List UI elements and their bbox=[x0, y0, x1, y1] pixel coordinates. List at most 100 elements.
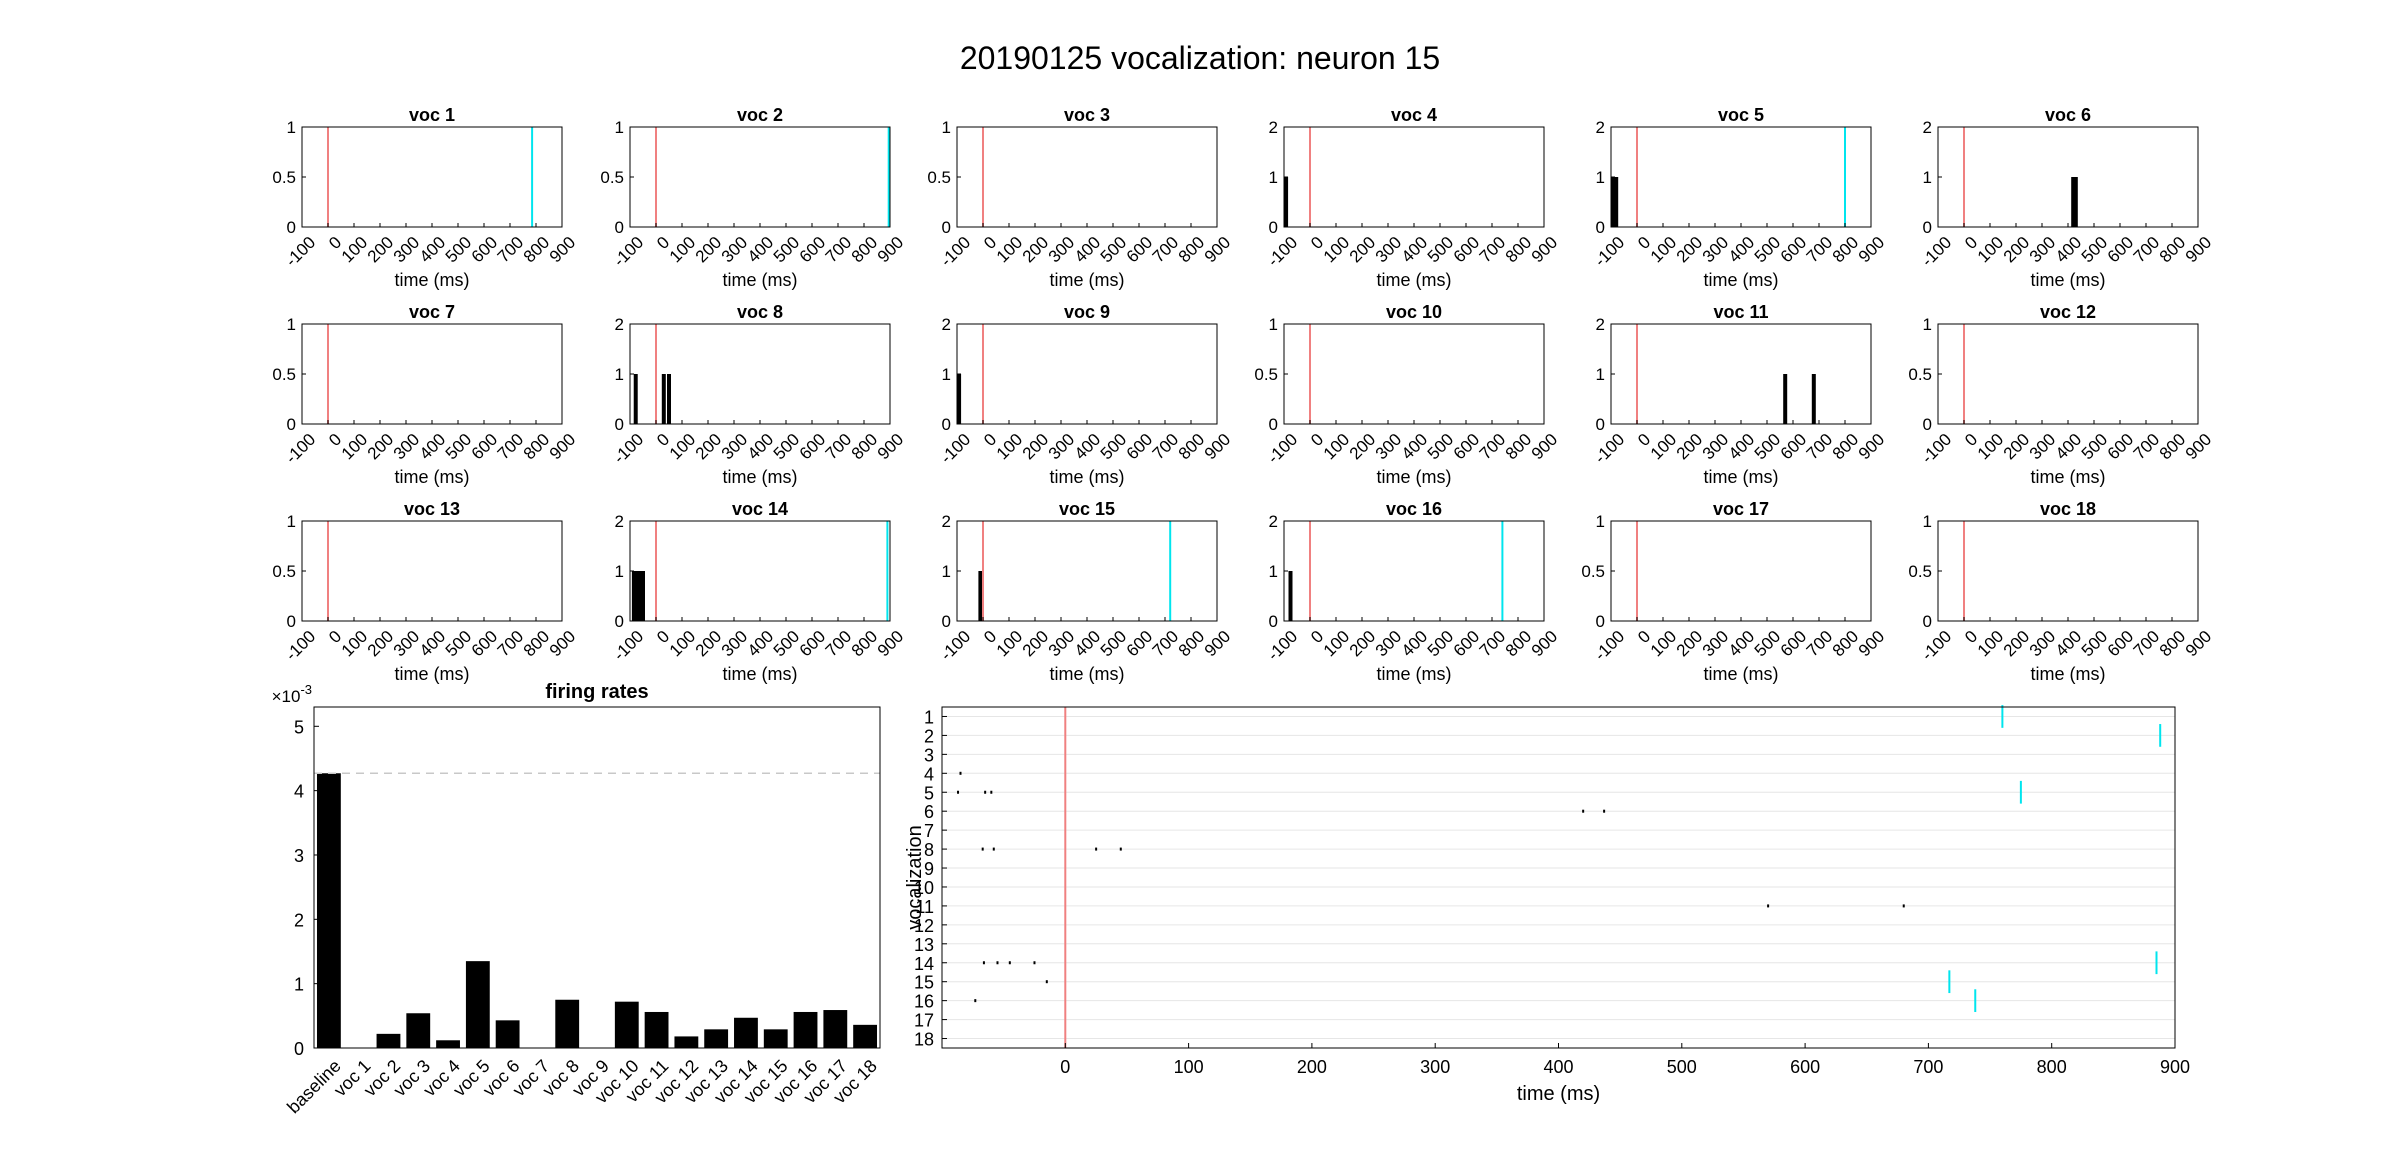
y-axis-label: vocalization bbox=[904, 825, 926, 930]
y-tick-label: 10 bbox=[914, 878, 934, 898]
rate-bar bbox=[763, 1029, 788, 1048]
x-tick-label: 600 bbox=[1790, 1057, 1820, 1077]
x-axis-label: time (ms) bbox=[2031, 270, 2106, 290]
x-tick-label: -100 bbox=[282, 430, 319, 467]
panel-axes bbox=[1610, 520, 1872, 622]
y-tick-label: 1 bbox=[615, 562, 624, 581]
x-tick-label: 900 bbox=[2182, 430, 2215, 463]
x-axis-label: time (ms) bbox=[1050, 467, 1125, 487]
spike-mark bbox=[982, 961, 985, 965]
histogram-panel: voc 700.51-100 01002003004005006007008009… bbox=[272, 302, 579, 487]
histogram-panel: voc 9012-100 0100200300400500600700800900… bbox=[937, 302, 1234, 487]
y-tick-label: 1 bbox=[1269, 315, 1278, 334]
histogram-panel: voc 200.51-100 01002003004005006007008009… bbox=[600, 105, 907, 290]
panel-title: voc 17 bbox=[1713, 499, 1769, 519]
y-tick-label: 2 bbox=[1269, 118, 1278, 137]
spike-mark bbox=[1095, 847, 1098, 851]
panel-axes bbox=[629, 126, 891, 228]
rate-bar bbox=[406, 1013, 431, 1048]
panel-axes bbox=[301, 323, 563, 425]
spike-mark bbox=[1045, 980, 1048, 984]
panel-title: voc 8 bbox=[737, 302, 783, 322]
y-tick-label: 2 bbox=[1923, 118, 1932, 137]
x-tick-label: -100 bbox=[937, 233, 974, 270]
panel-title: voc 6 bbox=[2045, 105, 2091, 125]
rate-bar bbox=[704, 1029, 729, 1048]
panel-axes bbox=[1283, 126, 1545, 228]
y-tick-label: 3 bbox=[924, 745, 934, 765]
y-tick-label: 2 bbox=[294, 910, 304, 930]
x-tick-label: -100 bbox=[282, 233, 319, 270]
y-tick-label: 2 bbox=[942, 315, 951, 334]
x-axis-label: time (ms) bbox=[1377, 664, 1452, 684]
x-tick-label: 900 bbox=[2182, 627, 2215, 660]
panel-title: voc 15 bbox=[1059, 499, 1115, 519]
histogram-bar bbox=[634, 571, 639, 621]
histogram-bar bbox=[1783, 374, 1788, 424]
x-tick-label: 700 bbox=[1913, 1057, 1943, 1077]
y-tick-label: 0 bbox=[942, 612, 951, 631]
panel-title: voc 1 bbox=[409, 105, 455, 125]
x-tick-label: -100 bbox=[1918, 627, 1955, 664]
rate-bar bbox=[555, 999, 580, 1048]
x-tick-label: 900 bbox=[874, 627, 907, 660]
y-tick-label: 0 bbox=[615, 218, 624, 237]
y-tick-label: 1 bbox=[287, 315, 296, 334]
y-tick-label: 0.5 bbox=[927, 168, 951, 187]
y-tick-label: 0 bbox=[287, 415, 296, 434]
x-tick-label: 900 bbox=[2182, 233, 2215, 266]
panel-title: voc 11 bbox=[1713, 302, 1768, 322]
y-tick-label: 3 bbox=[294, 846, 304, 866]
histogram-bar bbox=[661, 374, 666, 424]
y-tick-label: 0.5 bbox=[272, 168, 296, 187]
y-tick-label: 14 bbox=[914, 954, 934, 974]
rate-bar bbox=[465, 961, 490, 1048]
y-tick-label: 1 bbox=[287, 512, 296, 531]
x-tick-label: 200 bbox=[1297, 1057, 1327, 1077]
panel-axes bbox=[1610, 126, 1872, 228]
histogram-bar bbox=[1284, 177, 1289, 227]
y-tick-label: 0 bbox=[942, 415, 951, 434]
y-tick-label: 0 bbox=[1269, 612, 1278, 631]
spike-mark bbox=[1582, 809, 1585, 813]
x-axis-label: time (ms) bbox=[395, 664, 470, 684]
x-tick-label: 800 bbox=[2037, 1057, 2067, 1077]
panel-axes bbox=[301, 520, 563, 622]
x-tick-label: 900 bbox=[1855, 233, 1888, 266]
exponent-power: -3 bbox=[300, 682, 312, 697]
histogram-bar bbox=[1288, 571, 1293, 621]
x-axis-label: time (ms) bbox=[2031, 664, 2106, 684]
x-axis-label: time (ms) bbox=[723, 270, 798, 290]
spike-mark bbox=[957, 790, 960, 794]
x-axis-label: time (ms) bbox=[1050, 664, 1125, 684]
spike-mark bbox=[1119, 847, 1122, 851]
x-tick-label: 900 bbox=[1855, 627, 1888, 660]
y-tick-label: 1 bbox=[287, 118, 296, 137]
panel-title: voc 14 bbox=[732, 499, 788, 519]
y-tick-label: 2 bbox=[1596, 118, 1605, 137]
y-tick-label: 2 bbox=[615, 512, 624, 531]
y-tick-label: 0 bbox=[942, 218, 951, 237]
panel-title: voc 13 bbox=[404, 499, 460, 519]
panel-axes bbox=[1283, 323, 1545, 425]
y-tick-label: 1 bbox=[942, 562, 951, 581]
panel-axes bbox=[1937, 126, 2199, 228]
y-tick-label: 1 bbox=[942, 365, 951, 384]
x-tick-label: -100 bbox=[937, 430, 974, 467]
spike-mark bbox=[1767, 904, 1770, 908]
spike-mark bbox=[990, 790, 993, 794]
panel-title: voc 9 bbox=[1064, 302, 1110, 322]
histogram-bar bbox=[2073, 177, 2078, 227]
y-tick-label: 4 bbox=[294, 782, 304, 802]
histogram-bar bbox=[1811, 374, 1816, 424]
